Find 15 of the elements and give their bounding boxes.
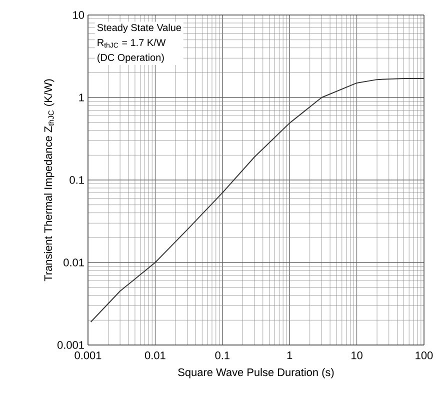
y-tick-label: 1 <box>79 94 84 102</box>
x-tick-label: 1 <box>287 352 292 360</box>
y-axis-title: Transient Thermal Impedance Z$_{thJC}$ (K/W) <box>44 79 54 282</box>
x-axis-title: Square Wave Pulse Duration (s) <box>178 368 334 378</box>
y-tick-label: 10 <box>73 11 84 19</box>
x-tick-label: 10 <box>352 352 362 360</box>
y-tick-label: 0.01 <box>64 258 84 266</box>
y-tick-label: 0.1 <box>70 176 84 184</box>
y-tick-label: 0.001 <box>57 341 84 349</box>
annotation: (DC Operation) <box>98 54 164 63</box>
x-tick-label: 100 <box>416 352 433 360</box>
annotation: Steady State Value <box>97 24 182 34</box>
annotation: R$_{thJC}$ = 1.7 K/W <box>98 38 166 48</box>
x-tick-label: 0.01 <box>144 352 166 360</box>
x-tick-label: 0.1 <box>215 352 230 360</box>
